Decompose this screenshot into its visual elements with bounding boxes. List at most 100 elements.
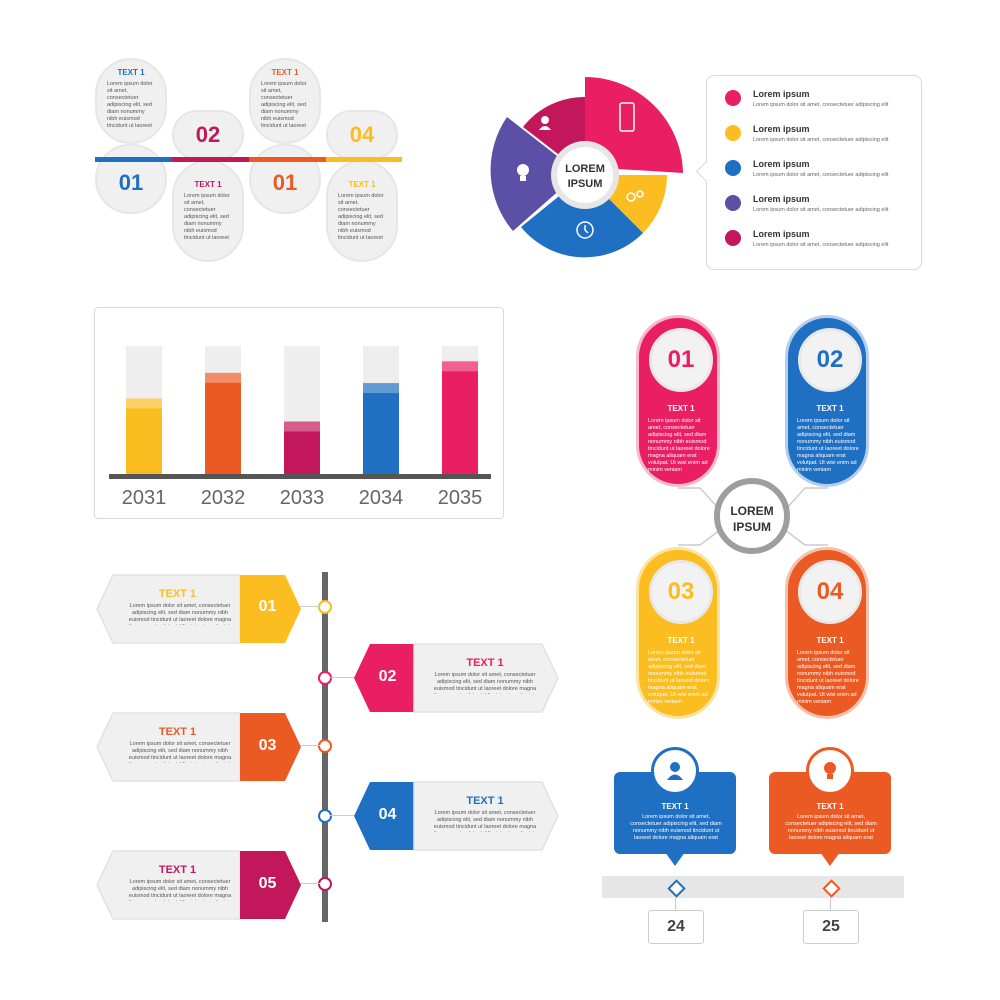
callout-stem-2	[830, 898, 831, 910]
timeline-stub-05	[300, 883, 320, 884]
legend-dot	[725, 195, 741, 211]
mind-title-04: TEXT 1	[816, 636, 844, 645]
wavy-pill-3-bottom	[249, 144, 321, 214]
pie-center-line2: IPSUM	[568, 178, 603, 190]
wavy-pill-3-top: TEXT 1 Lorem ipsum dolor sit amet, conse…	[249, 58, 321, 144]
mind-num-04: 04	[798, 560, 862, 624]
mind-center-line1: LOREM	[730, 504, 774, 518]
legend-dot	[725, 125, 741, 141]
mind-text-03: Lorem ipsum dolor sit amet, consectetuer…	[648, 650, 710, 705]
bar-cap-2033	[284, 421, 320, 432]
wavy-pill-1-bottom	[95, 144, 167, 214]
mind-title-03: TEXT 1	[667, 636, 695, 645]
pie-segment-purple	[490, 117, 579, 231]
legend-sub: Lorem ipsum dolor sit amet, consectetuer…	[753, 242, 889, 248]
wavy-pill-2-bottom: TEXT 1 Lorem ipsum dolor sit amet, conse…	[172, 160, 244, 262]
timeline-num-04: 04	[378, 806, 397, 823]
timeline-dot-05	[318, 877, 332, 891]
wavy-num-3: 01	[272, 170, 298, 195]
bar-2034	[363, 383, 399, 474]
timeline-item-03	[96, 712, 301, 782]
x-axis-line	[109, 474, 491, 479]
bar-cap-2035	[442, 361, 478, 372]
timeline-text-01: Lorem ipsum dolor sit amet, consectetuer…	[126, 603, 234, 625]
pie-diagram: LOREM IPSUM	[490, 76, 683, 258]
timeline-stub-03	[300, 745, 320, 746]
bar-cap-2032	[205, 372, 241, 383]
legend-title: Lorem ipsum	[753, 124, 810, 134]
callout-number-1: 24	[648, 910, 704, 944]
callout-circle-2	[806, 747, 854, 795]
bar-cap-2034	[363, 383, 399, 394]
timeline-num-03: 03	[258, 737, 277, 754]
x-tick-label: 2033	[280, 487, 325, 509]
wavy-text-1: Lorem ipsum dolor sit amet, consectetuer…	[107, 81, 153, 129]
timeline-text-02: Lorem ipsum dolor sit amet, consectetuer…	[431, 672, 539, 694]
timeline-stub-01	[300, 606, 320, 607]
timeline-title-02: TEXT 1	[466, 657, 504, 669]
timeline-stub-02	[330, 677, 354, 678]
wavy-line-yellow	[326, 157, 402, 162]
legend-dot	[725, 90, 741, 106]
wavy-num-4: 04	[349, 122, 375, 147]
user-icon	[539, 116, 551, 130]
mind-pill-01: 01 TEXT 1 Lorem ipsum dolor sit amet, co…	[636, 315, 720, 487]
callout-pointer-2	[820, 852, 840, 866]
timeline-dot-04	[318, 809, 332, 823]
mindmap-connectors	[678, 487, 828, 546]
mind-text-02: Lorem ipsum dolor sit amet, consectetuer…	[797, 418, 859, 473]
mind-pill-02: 02 TEXT 1 Lorem ipsum dolor sit amet, co…	[785, 315, 869, 487]
wavy-title-3: TEXT 1	[271, 68, 299, 77]
legend-sub: Lorem ipsum dolor sit amet, consectetuer…	[753, 207, 889, 213]
pie-segment-blue	[521, 175, 643, 258]
legend-title: Lorem ipsum	[753, 89, 810, 99]
callout-title-2: TEXT 1	[816, 802, 844, 811]
gears-icon	[626, 190, 644, 202]
timeline-title-04: TEXT 1	[466, 795, 504, 807]
callout-number-2: 25	[803, 910, 859, 944]
mind-pill-04: 04 TEXT 1 Lorem ipsum dolor sit amet, co…	[785, 547, 869, 719]
phone-icon	[619, 102, 635, 132]
mind-num-03: 03	[649, 560, 713, 624]
legend-sub: Lorem ipsum dolor sit amet, consectetuer…	[753, 102, 889, 108]
x-tick-label: 2034	[359, 487, 404, 509]
wavy-text-2: Lorem ipsum dolor sit amet, consectetuer…	[184, 193, 230, 241]
mind-title-01: TEXT 1	[667, 404, 695, 413]
pie-center	[557, 147, 613, 203]
user-icon	[667, 762, 683, 780]
mind-num-01: 01	[649, 328, 713, 392]
timeline-text-03: Lorem ipsum dolor sit amet, consectetuer…	[126, 741, 234, 763]
timeline-num-02: 02	[378, 668, 397, 685]
bulb-icon	[824, 762, 836, 779]
timeline-num-01: 01	[258, 598, 277, 615]
mind-pill-03: 03 TEXT 1 Lorem ipsum dolor sit amet, co…	[636, 547, 720, 719]
timeline-text-04: Lorem ipsum dolor sit amet, consectetuer…	[431, 810, 539, 832]
mind-center-line2: IPSUM	[732, 520, 771, 534]
callout-2: TEXT 1 Lorem ipsum dolor sit amet, conse…	[769, 772, 891, 854]
mind-num-02: 02	[798, 328, 862, 392]
callout-text-1: Lorem ipsum dolor sit amet, consectetuer…	[630, 814, 722, 841]
callout-title-1: TEXT 1	[661, 802, 689, 811]
clock-icon	[576, 221, 594, 239]
callout-pointer-1	[665, 852, 685, 866]
legend-pointer	[695, 160, 718, 183]
bar-2032	[205, 372, 241, 474]
legend-title: Lorem ipsum	[753, 159, 810, 169]
wavy-title-1: TEXT 1	[117, 68, 145, 77]
wavy-text-4: Lorem ipsum dolor sit amet, consectetuer…	[338, 193, 384, 241]
wavy-title-2: TEXT 1	[194, 180, 222, 189]
timeline-title-03: TEXT 1	[158, 726, 197, 738]
wavy-title-4: TEXT 1	[348, 180, 376, 189]
wavy-line-magenta	[172, 157, 249, 162]
timeline-dot-03	[318, 739, 332, 753]
callout-circle-1	[651, 747, 699, 795]
wavy-pill-1-top: TEXT 1 Lorem ipsum dolor sit amet, conse…	[95, 58, 167, 144]
legend-sub: Lorem ipsum dolor sit amet, consectetuer…	[753, 172, 889, 178]
legend-dot	[725, 160, 741, 176]
legend-dot	[725, 230, 741, 246]
wavy-line-blue	[95, 157, 172, 162]
wavy-num-2: 02	[195, 122, 221, 147]
legend-title: Lorem ipsum	[753, 194, 810, 204]
bulb-icon	[517, 164, 529, 181]
pie-center-line1: LOREM	[565, 163, 605, 175]
